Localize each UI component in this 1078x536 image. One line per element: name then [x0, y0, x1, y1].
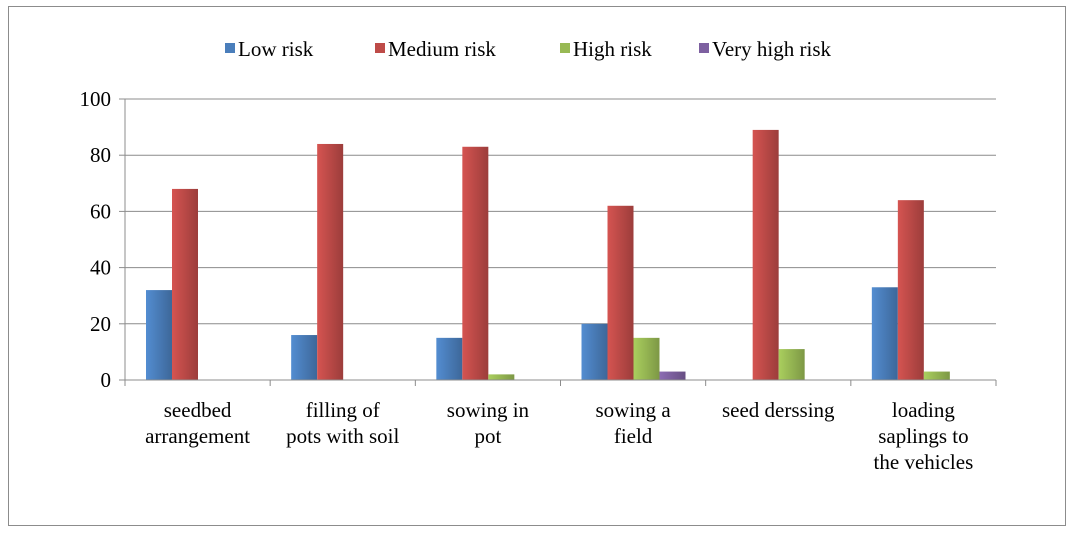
- bar-low-risk-2: [436, 337, 463, 380]
- legend: Low risk Medium risk High risk Very high ri…: [225, 37, 831, 61]
- bar-medium-risk-4: [752, 129, 779, 380]
- x-axis: seedbed arrangement filling of pots with so…: [124, 379, 997, 474]
- bars: [146, 129, 950, 380]
- x-category-label: sowing in pot: [447, 398, 530, 448]
- legend-swatch: [225, 43, 235, 53]
- legend-swatch: [375, 43, 385, 53]
- y-tick-label: 60: [90, 199, 111, 223]
- bar-medium-risk-3: [607, 205, 634, 380]
- bar-medium-risk-5: [897, 200, 924, 380]
- y-tick-label: 0: [101, 368, 112, 392]
- x-category-label: loading saplings to the vehicles: [874, 398, 974, 474]
- bar-low-risk-1: [291, 335, 318, 380]
- x-category-label: filling of pots with soil: [286, 398, 399, 448]
- legend-item-low-risk: Low risk: [225, 37, 314, 61]
- legend-label: Medium risk: [388, 37, 496, 61]
- legend-label: High risk: [573, 37, 652, 61]
- x-category-label: seedbed arrangement: [145, 398, 250, 448]
- bar-high-risk-3: [633, 337, 660, 380]
- bar-low-risk-5: [871, 287, 898, 380]
- bar-high-risk-5: [923, 371, 950, 380]
- bar-low-risk-0: [146, 290, 172, 380]
- legend-label: Very high risk: [712, 37, 831, 61]
- bar-high-risk-2: [488, 374, 515, 380]
- legend-label: Low risk: [238, 37, 314, 61]
- bar-high-risk-4: [778, 349, 805, 380]
- y-tick-label: 40: [90, 256, 111, 280]
- legend-swatch: [560, 43, 570, 53]
- legend-item-high-risk: High risk: [560, 37, 652, 61]
- bar-medium-risk-0: [172, 188, 198, 380]
- legend-swatch: [699, 43, 709, 53]
- y-tick-label: 80: [90, 143, 111, 167]
- bar-low-risk-3: [581, 323, 608, 380]
- gridlines: [125, 98, 996, 381]
- y-axis: 0 20 40 60 80 100: [80, 87, 126, 392]
- legend-item-very-high-risk: Very high risk: [699, 37, 831, 61]
- x-category-label: seed derssing: [722, 398, 835, 422]
- bar-very-high-risk-3: [659, 371, 686, 380]
- legend-item-medium-risk: Medium risk: [375, 37, 496, 61]
- bar-medium-risk-2: [462, 146, 489, 380]
- bar-medium-risk-1: [317, 143, 344, 380]
- y-tick-label: 20: [90, 312, 111, 336]
- y-tick-label: 100: [80, 87, 112, 111]
- x-category-label: sowing a field: [595, 398, 671, 448]
